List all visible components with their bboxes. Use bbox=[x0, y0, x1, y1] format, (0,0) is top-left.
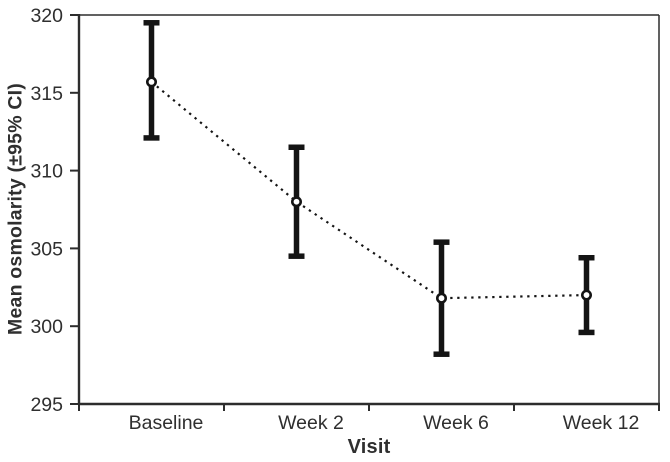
x-axis-title: Visit bbox=[347, 436, 391, 458]
y-tick-label: 310 bbox=[30, 161, 63, 183]
x-tick-label: Baseline bbox=[129, 412, 204, 434]
y-tick-label: 295 bbox=[30, 394, 63, 416]
data-point-marker bbox=[290, 196, 302, 208]
data-point-marker bbox=[146, 76, 158, 88]
trend-line bbox=[150, 81, 587, 300]
y-axis-title: Mean osmolarity (±95% CI) bbox=[4, 83, 27, 335]
x-tick-label: Week 12 bbox=[563, 412, 640, 434]
x-tick-label: Week 6 bbox=[423, 412, 489, 434]
data-point-marker bbox=[435, 292, 447, 304]
y-tick-label: 320 bbox=[30, 5, 63, 27]
y-tick-label: 315 bbox=[30, 83, 63, 105]
y-tick-label: 305 bbox=[30, 238, 63, 260]
x-tick-label: Week 2 bbox=[278, 412, 344, 434]
data-point-marker bbox=[580, 289, 592, 301]
y-tick-label: 300 bbox=[30, 316, 63, 338]
